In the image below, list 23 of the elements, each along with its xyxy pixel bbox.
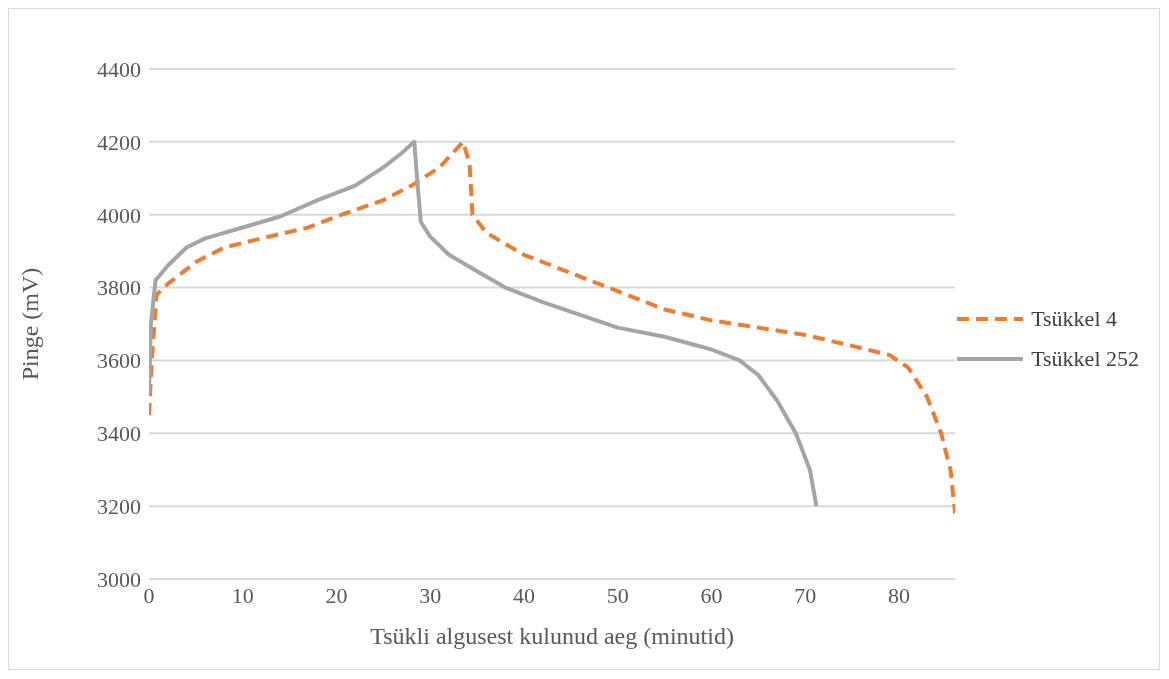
line-series: [149, 139, 819, 509]
y-tick-label: 3000: [97, 566, 141, 592]
x-tick-label: 30: [419, 582, 442, 608]
y-tick-label: 4200: [97, 129, 141, 155]
y-tick-label: 3400: [97, 421, 141, 447]
x-tick-label: 50: [606, 582, 629, 608]
y-tick-label: 4400: [97, 56, 141, 82]
line-series: [149, 139, 956, 516]
x-tick-label: 60: [700, 582, 723, 608]
x-tick-label: 80: [887, 582, 910, 608]
y-axis-title: Pinge (mV): [16, 267, 43, 381]
x-tick-label: 70: [794, 582, 817, 608]
legend-label: Tsükkel 4: [1031, 306, 1117, 332]
x-tick-label: 0: [143, 582, 155, 608]
y-tick-label: 3800: [97, 275, 141, 301]
x-axis-title: Tsükli algusest kulunud aeg (minutid): [370, 623, 734, 649]
x-tick-label: 20: [325, 582, 348, 608]
legend-label: Tsükkel 252: [1031, 346, 1139, 372]
y-tick-label: 4000: [97, 202, 141, 228]
y-tick-label: 3600: [97, 348, 141, 374]
x-tick-label: 40: [512, 582, 535, 608]
x-tick-label: 10: [231, 582, 254, 608]
y-tick-label: 3200: [97, 493, 141, 519]
